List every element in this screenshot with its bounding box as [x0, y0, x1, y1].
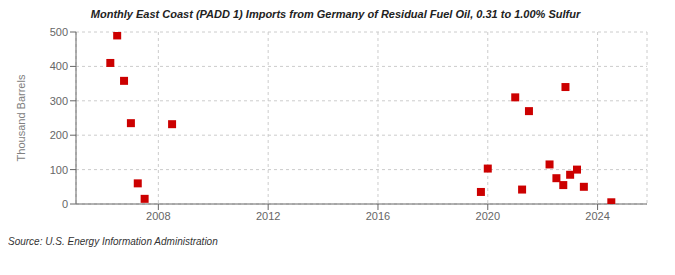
- svg-text:300: 300: [50, 95, 68, 107]
- svg-text:2008: 2008: [146, 210, 170, 222]
- svg-text:500: 500: [50, 26, 68, 38]
- svg-text:2024: 2024: [585, 210, 609, 222]
- svg-text:400: 400: [50, 60, 68, 72]
- svg-text:200: 200: [50, 129, 68, 141]
- svg-text:2020: 2020: [476, 210, 500, 222]
- html-text:Monthly East Coast (PADD 1) Im: Monthly East Coast (PADD 1) Imports from…: [90, 8, 581, 20]
- svg-text:100: 100: [50, 164, 68, 176]
- svg-text:Thousand Barrels: Thousand Barrels: [15, 74, 27, 161]
- svg-text:0: 0: [62, 198, 68, 210]
- svg-text:2016: 2016: [366, 210, 390, 222]
- html-text:Source: U.S. Energy Informatio: Source: U.S. Energy Information Administ…: [8, 236, 218, 247]
- svg-text:2012: 2012: [256, 210, 280, 222]
